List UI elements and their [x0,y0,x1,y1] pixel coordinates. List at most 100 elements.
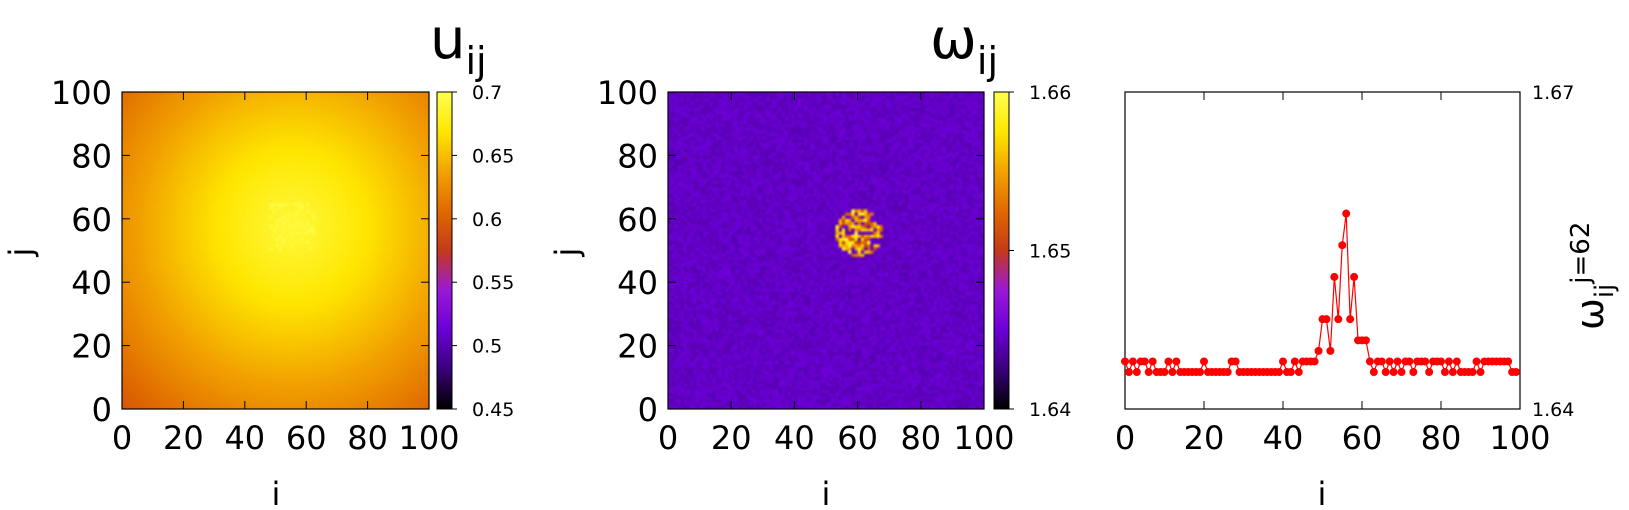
profile-data-point [1389,368,1398,377]
u-heatmap-image [122,92,429,409]
omega-cb-tick-label: 1.66 [1029,82,1071,104]
profile-plot-frame [1124,91,1521,410]
profile-data-point [1472,357,1481,366]
u-xtick-label: 60 [286,419,327,457]
profile-data-point [1132,368,1141,377]
profile-data-point [1279,357,1287,366]
panel1-title: uij [430,7,487,83]
omega-ytick-label: 0 [638,391,658,429]
omega-xlabel: i [822,475,831,510]
profile-xtick-label: 60 [1342,419,1383,457]
profile-xtick-label: 100 [1489,419,1550,457]
omega-heatmap-image [668,92,984,409]
panel2-title: ωij [930,7,998,83]
profile-data-point [1148,357,1157,366]
profile-data-point [1223,368,1232,377]
profile-data-point [1361,336,1370,345]
profile-xtick-label: 40 [1263,419,1304,457]
profile-ytick-label: 1.64 [1532,399,1574,421]
profile-data-point [1409,368,1418,377]
profile-data-point [1200,357,1208,366]
profile-data-point [1421,357,1430,366]
profile-data-point [1405,357,1414,366]
omega-ytick-label: 100 [597,74,658,112]
omega-axis-ticks: 0 20 40 60 80 100 0 20 40 60 80 100 [597,74,1015,457]
profile-data-point [1326,346,1335,355]
profile-data-point [1346,315,1355,324]
profile-data-point [1425,368,1434,377]
omega-xtick-label: 0 [658,419,678,457]
u-colorbar [437,92,452,409]
profile-data-point [1393,357,1402,366]
profile-data-point [1342,209,1351,218]
omega-ytick-label: 80 [617,137,658,175]
u-cb-tick-label: 0.6 [472,209,502,231]
u-colorbar-ticks: 0.45 0.5 0.55 0.6 0.65 0.7 [452,82,514,421]
omega-colorbar [994,92,1009,409]
u-ytick-label: 80 [71,137,112,175]
profile-data-point [1168,368,1177,377]
u-xtick-label: 0 [112,419,132,457]
profile-data-point [1310,357,1319,366]
omega-ytick-label: 40 [617,264,658,302]
u-cb-tick-label: 0.45 [472,399,514,421]
profile-data-point [1128,357,1137,366]
u-xtick-label: 100 [398,419,459,457]
profile-data-point [1330,272,1339,281]
profile-data-point [1397,368,1406,377]
profile-ylabel-sub: ij [1590,284,1620,298]
u-ytick-label: 20 [71,328,112,366]
profile-data-point [1286,368,1295,377]
profile-data-point [1196,368,1205,377]
profile-data-point [1504,357,1513,366]
profile-data-point [1452,357,1461,366]
profile-data-point [1444,357,1453,366]
u-xlabel: i [272,475,281,510]
profile-data-point [1275,368,1284,377]
profile-data-point [1144,368,1153,377]
panel2-title-main: ω [930,7,977,72]
omega-colorbar-ticks: 1.64 1.65 1.66 [1009,82,1071,421]
profile-series [1121,209,1521,377]
u-heatmap-frame [121,91,430,410]
profile-xtick-label: 20 [1184,419,1225,457]
profile-data-point [1140,357,1149,366]
omega-ytick-label: 20 [617,328,658,366]
u-xtick-label: 80 [347,419,388,457]
panel1-title-sub: ij [466,39,487,83]
u-cb-tick-label: 0.5 [472,336,502,358]
u-ytick-label: 60 [71,201,112,239]
profile-data-point [1468,368,1477,377]
profile-ylabel-sup: j=62 [1566,222,1596,285]
profile-data-point [1231,357,1240,366]
omega-ylabel: j [548,248,586,258]
panel-u-heatmap: uij 0 20 40 60 80 100 0 20 40 60 80 100 i j 0.45 0.5… [2,7,514,510]
u-xtick-label: 40 [224,419,265,457]
u-ytick-label: 40 [71,264,112,302]
profile-data-point [1476,368,1485,377]
u-ytick-label: 0 [92,391,112,429]
omega-cb-tick-label: 1.65 [1029,241,1071,263]
u-cb-tick-label: 0.7 [472,82,502,104]
omega-xtick-label: 60 [837,419,878,457]
omega-ytick-label: 60 [617,201,658,239]
profile-data-point [1381,368,1390,377]
profile-data-point [1314,346,1323,355]
omega-heatmap-frame [667,91,985,410]
profile-data-point [1369,368,1378,377]
profile-ylabel: ωijj=62 [1566,222,1620,330]
u-cb-tick-label: 0.55 [472,272,514,294]
profile-xlabel: i [1318,475,1327,510]
profile-data-point [1294,368,1303,377]
profile-data-point [1121,357,1129,366]
profile-data-point [1164,357,1173,366]
profile-data-point [1377,357,1386,366]
profile-data-point [1512,368,1521,377]
profile-ytick-label: 1.67 [1532,82,1574,104]
profile-data-point [1322,315,1331,324]
profile-data-point [1160,368,1169,377]
profile-data-point [1385,357,1394,366]
omega-cb-tick-label: 1.64 [1029,399,1071,421]
